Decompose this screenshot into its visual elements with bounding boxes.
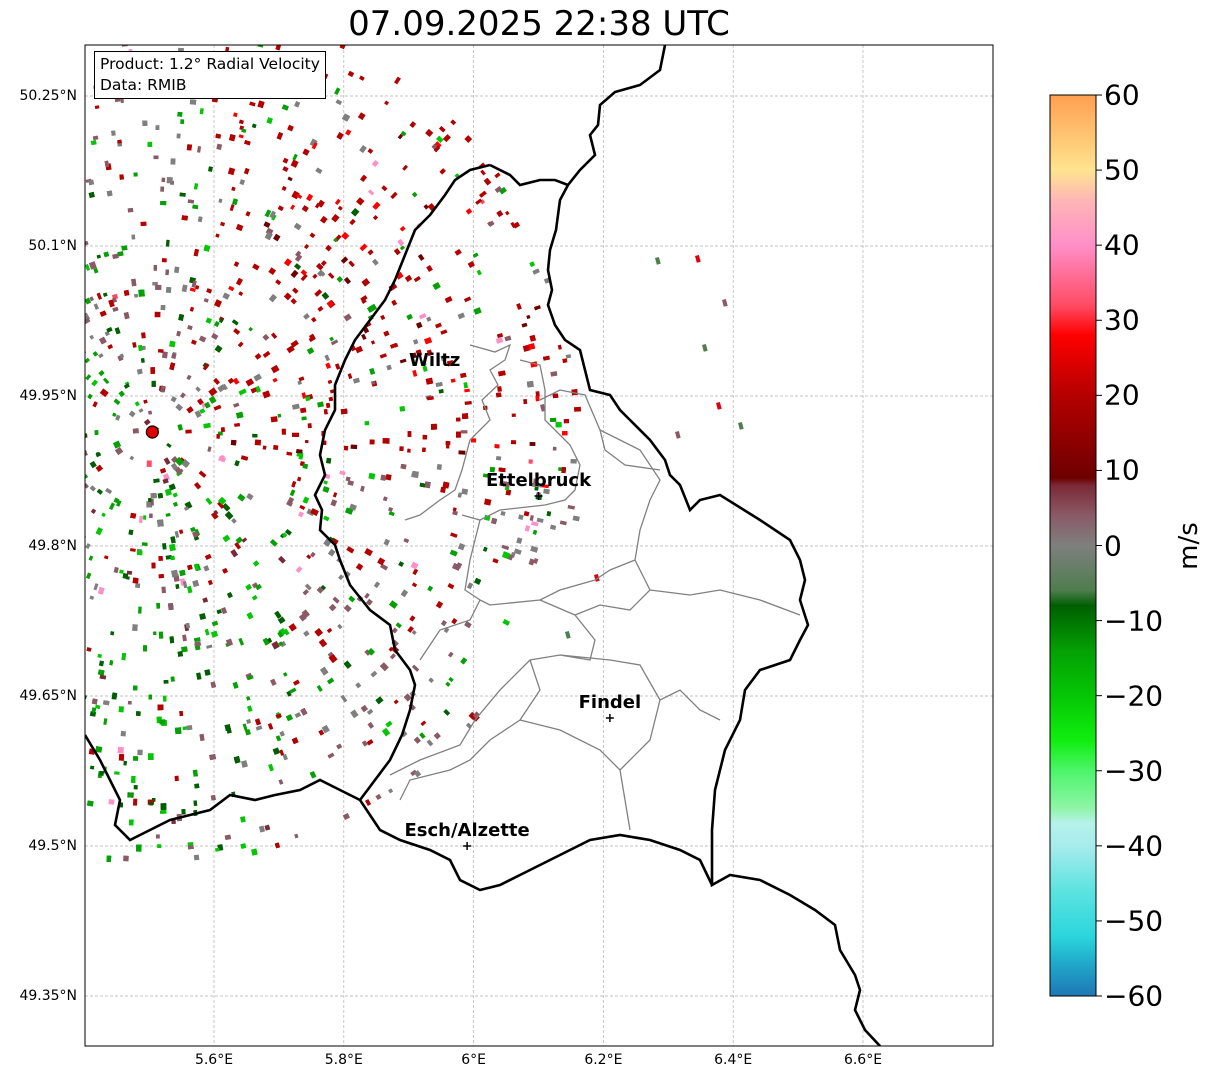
- grid-lines: [85, 45, 993, 1046]
- lat-tick-label: 49.35°N: [19, 988, 77, 1004]
- place-marker: [605, 714, 614, 722]
- colorbar-tick-label: −40: [1104, 829, 1164, 863]
- place-label: Ettelbruck: [485, 470, 592, 491]
- lon-tick-label: 5.6°E: [194, 1052, 234, 1068]
- radar-echoes: [85, 45, 744, 862]
- plot-frame: [84, 44, 994, 1047]
- lat-tick-label: 49.5°N: [28, 838, 77, 854]
- colorbar-tick-marks: [1096, 94, 1102, 997]
- place-marker: [534, 492, 543, 500]
- colorbar-tick-label: 50: [1104, 153, 1140, 187]
- colorbar-tick-label: 40: [1104, 228, 1140, 262]
- place-label: Findel: [578, 692, 642, 713]
- colorbar-tick-label: −10: [1104, 604, 1164, 638]
- place-marker: [463, 842, 472, 850]
- site-markers: [463, 492, 614, 850]
- colorbar-tick-label: 20: [1104, 378, 1140, 412]
- lon-tick-label: 6.2°E: [584, 1052, 623, 1068]
- radar-site-marker: [145, 425, 159, 439]
- data-source-label: Data: RMIB: [100, 76, 187, 94]
- lat-tick-label: 50.1°N: [28, 238, 77, 254]
- lat-tick-label: 49.95°N: [19, 388, 77, 404]
- map-title: 07.09.2025 22:38 UTC: [348, 4, 730, 44]
- product-label: Product: 1.2° Radial Velocity: [100, 55, 320, 73]
- lon-tick-label: 6.6°E: [843, 1052, 883, 1068]
- country-border: [546, 45, 881, 1046]
- lon-tick-label: 6°E: [461, 1052, 486, 1068]
- lat-tick-label: 49.65°N: [19, 688, 77, 704]
- colorbar-tick-label: −60: [1104, 979, 1164, 1013]
- colorbar-tick-label: −30: [1104, 754, 1164, 788]
- colorbar-tick-label: −20: [1104, 679, 1164, 713]
- lon-tick-label: 5.8°E: [324, 1052, 363, 1068]
- country-border-west: [85, 163, 714, 892]
- colorbar-tick-label: 0: [1104, 529, 1122, 562]
- product-info-box: Product: 1.2° Radial Velocity Data: RMIB: [94, 51, 326, 99]
- lon-tick-label: 6.4°E: [714, 1052, 753, 1068]
- place-label: Wiltz: [409, 350, 461, 371]
- lat-tick-label: 50.25°N: [19, 88, 77, 104]
- colorbar-unit-label: m/s: [1173, 522, 1204, 570]
- colorbar-tick-label: 60: [1104, 78, 1140, 112]
- canton-boundaries: [389, 343, 801, 831]
- colorbar-tick-label: 10: [1104, 453, 1140, 487]
- colorbar-tick-label: 30: [1104, 303, 1140, 337]
- colorbar: [1049, 94, 1097, 997]
- place-label: Esch/Alzette: [404, 820, 530, 841]
- lat-tick-label: 49.8°N: [28, 538, 77, 554]
- colorbar-tick-label: −50: [1104, 904, 1164, 938]
